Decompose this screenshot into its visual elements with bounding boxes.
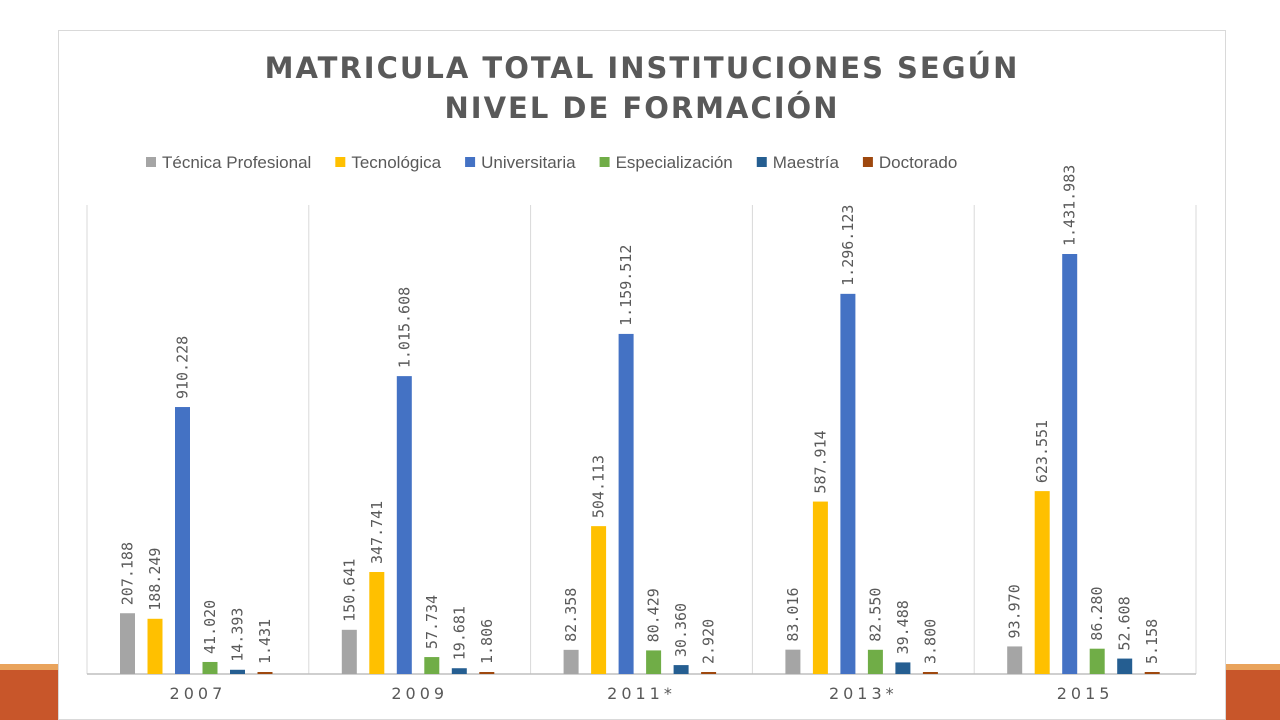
bar [563, 649, 579, 674]
bar [1144, 672, 1160, 674]
accent-line-right [1226, 664, 1280, 670]
data-label: 1.806 [478, 619, 496, 664]
data-label: 1.431.983 [1061, 165, 1079, 246]
category-label: 2013* [829, 684, 898, 703]
data-label: 2.920 [700, 619, 718, 664]
legend-label: Tecnológica [351, 153, 441, 172]
bar [840, 293, 856, 674]
data-label: 83.016 [784, 587, 802, 641]
data-label: 19.681 [450, 606, 468, 660]
data-label: 30.360 [672, 603, 690, 657]
chart-title-line-2: NIVEL DE FORMACIÓN [444, 91, 840, 125]
legend-swatch [335, 157, 346, 167]
bar [120, 613, 135, 674]
category-label: 2009 [391, 684, 448, 703]
data-label: 52.608 [1116, 596, 1134, 650]
data-label: 57.734 [423, 595, 441, 649]
bar [257, 672, 273, 674]
data-label: 1.296.123 [839, 205, 857, 286]
bar [1117, 658, 1133, 674]
legend-swatch [599, 157, 610, 167]
legend-label: Doctorado [879, 153, 957, 172]
chart-frame: MATRICULA TOTAL INSTITUCIONES SEGÚN NIVE… [58, 30, 1226, 720]
data-label: 93.970 [1006, 584, 1024, 638]
data-label: 82.550 [866, 588, 884, 642]
accent-stripe-left [0, 664, 58, 720]
data-label: 82.358 [562, 588, 580, 642]
bar [451, 668, 467, 674]
data-label: 587.914 [811, 430, 829, 493]
legend-label: Maestría [773, 153, 840, 172]
data-label: 86.280 [1088, 587, 1106, 641]
bar [479, 672, 495, 674]
bar [1007, 646, 1023, 674]
bar [369, 572, 385, 674]
bar [646, 650, 662, 674]
legend-swatch [146, 157, 156, 167]
data-label: 910.228 [174, 336, 192, 399]
bar [701, 672, 717, 674]
category-label: 2007 [170, 684, 227, 703]
bar [1034, 491, 1050, 674]
legend-swatch [862, 157, 873, 167]
bar [785, 649, 801, 674]
bar [591, 526, 607, 674]
data-label: 1.015.608 [395, 287, 413, 368]
data-label: 41.020 [201, 600, 219, 654]
accent-stripe-right [1226, 664, 1280, 720]
chart-title-line-1: MATRICULA TOTAL INSTITUCIONES SEGÚN [264, 51, 1020, 85]
bar [812, 501, 828, 674]
legend-label: Especialización [616, 153, 733, 172]
bar [895, 662, 911, 674]
bar [230, 669, 245, 674]
category-label: 2015 [1057, 684, 1114, 703]
bar [1062, 254, 1078, 674]
data-label: 188.249 [146, 548, 164, 611]
bar [396, 376, 412, 674]
data-label: 1.431 [256, 619, 274, 664]
bar [341, 629, 357, 674]
data-label: 207.188 [119, 542, 137, 605]
bar [202, 661, 218, 674]
legend-label: Universitaria [481, 153, 576, 172]
data-label: 150.641 [340, 559, 358, 622]
data-label: 14.393 [229, 608, 247, 662]
data-label: 39.488 [894, 600, 912, 654]
legend-swatch [756, 157, 767, 167]
bar [1089, 648, 1105, 674]
data-label: 5.158 [1143, 619, 1161, 664]
bar [922, 672, 938, 674]
data-label: 3.800 [921, 619, 939, 664]
bar [147, 618, 163, 674]
bar [673, 665, 689, 674]
data-label: 80.429 [645, 588, 663, 642]
legend-swatch [465, 157, 476, 167]
data-label: 1.159.512 [617, 245, 635, 326]
legend-label: Técnica Profesional [162, 153, 311, 172]
category-label: 2011* [607, 684, 676, 703]
bar [424, 657, 440, 674]
data-label: 504.113 [590, 455, 608, 518]
data-label: 347.741 [368, 501, 386, 564]
bar [867, 649, 883, 674]
data-label: 623.551 [1033, 420, 1051, 483]
accent-line-left [0, 664, 58, 670]
bar [618, 333, 634, 674]
bar [175, 407, 190, 674]
